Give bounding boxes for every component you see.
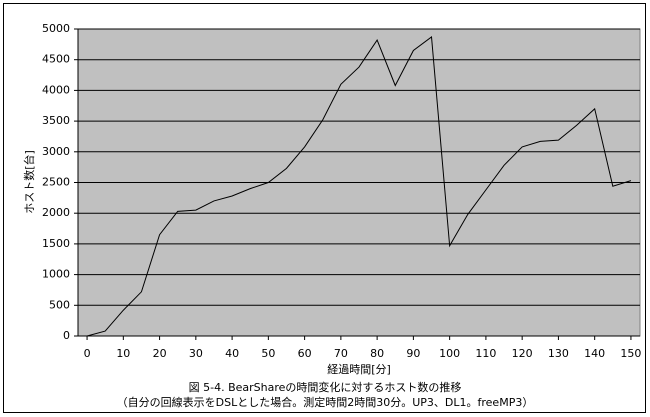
y-tick-label: 4500 bbox=[42, 53, 70, 66]
x-tick-label: 0 bbox=[84, 347, 91, 360]
y-tick-label: 2000 bbox=[42, 206, 70, 219]
y-tick-label: 500 bbox=[49, 298, 70, 311]
y-tick-label: 0 bbox=[63, 329, 70, 342]
x-tick-label: 20 bbox=[153, 347, 167, 360]
x-tick-label: 30 bbox=[189, 347, 203, 360]
y-tick-label: 3500 bbox=[42, 114, 70, 127]
x-axis-label: 経過時間[分] bbox=[327, 363, 391, 376]
x-tick-label: 40 bbox=[225, 347, 239, 360]
x-tick-label: 100 bbox=[439, 347, 460, 360]
y-tick-label: 5000 bbox=[42, 22, 70, 35]
x-tick-label: 130 bbox=[548, 347, 569, 360]
chart-subtitle: （自分の回線表示をDSLとした場合。測定時間2時間30分。UP3、DL1。fre… bbox=[117, 395, 534, 409]
x-tick-label: 80 bbox=[370, 347, 384, 360]
y-tick-label: 1500 bbox=[42, 237, 70, 250]
y-tick-label: 2500 bbox=[42, 176, 70, 189]
x-tick-label: 10 bbox=[116, 347, 130, 360]
x-tick-label: 120 bbox=[512, 347, 533, 360]
y-tick-label: 4000 bbox=[42, 83, 70, 96]
y-tick-label: 3000 bbox=[42, 145, 70, 158]
x-tick-label: 150 bbox=[620, 347, 641, 360]
x-tick-label: 70 bbox=[334, 347, 348, 360]
x-tick-label: 50 bbox=[261, 347, 275, 360]
y-tick-label: 1000 bbox=[42, 268, 70, 281]
x-tick-label: 60 bbox=[298, 347, 312, 360]
x-tick-label: 140 bbox=[584, 347, 605, 360]
chart-title: 図 5-4. BearShareの時間変化に対するホスト数の推移 bbox=[189, 380, 462, 394]
x-tick-label: 90 bbox=[406, 347, 420, 360]
x-tick-label: 110 bbox=[475, 347, 496, 360]
y-axis-label: ホスト数[台] bbox=[22, 150, 36, 214]
data-line bbox=[86, 36, 632, 337]
